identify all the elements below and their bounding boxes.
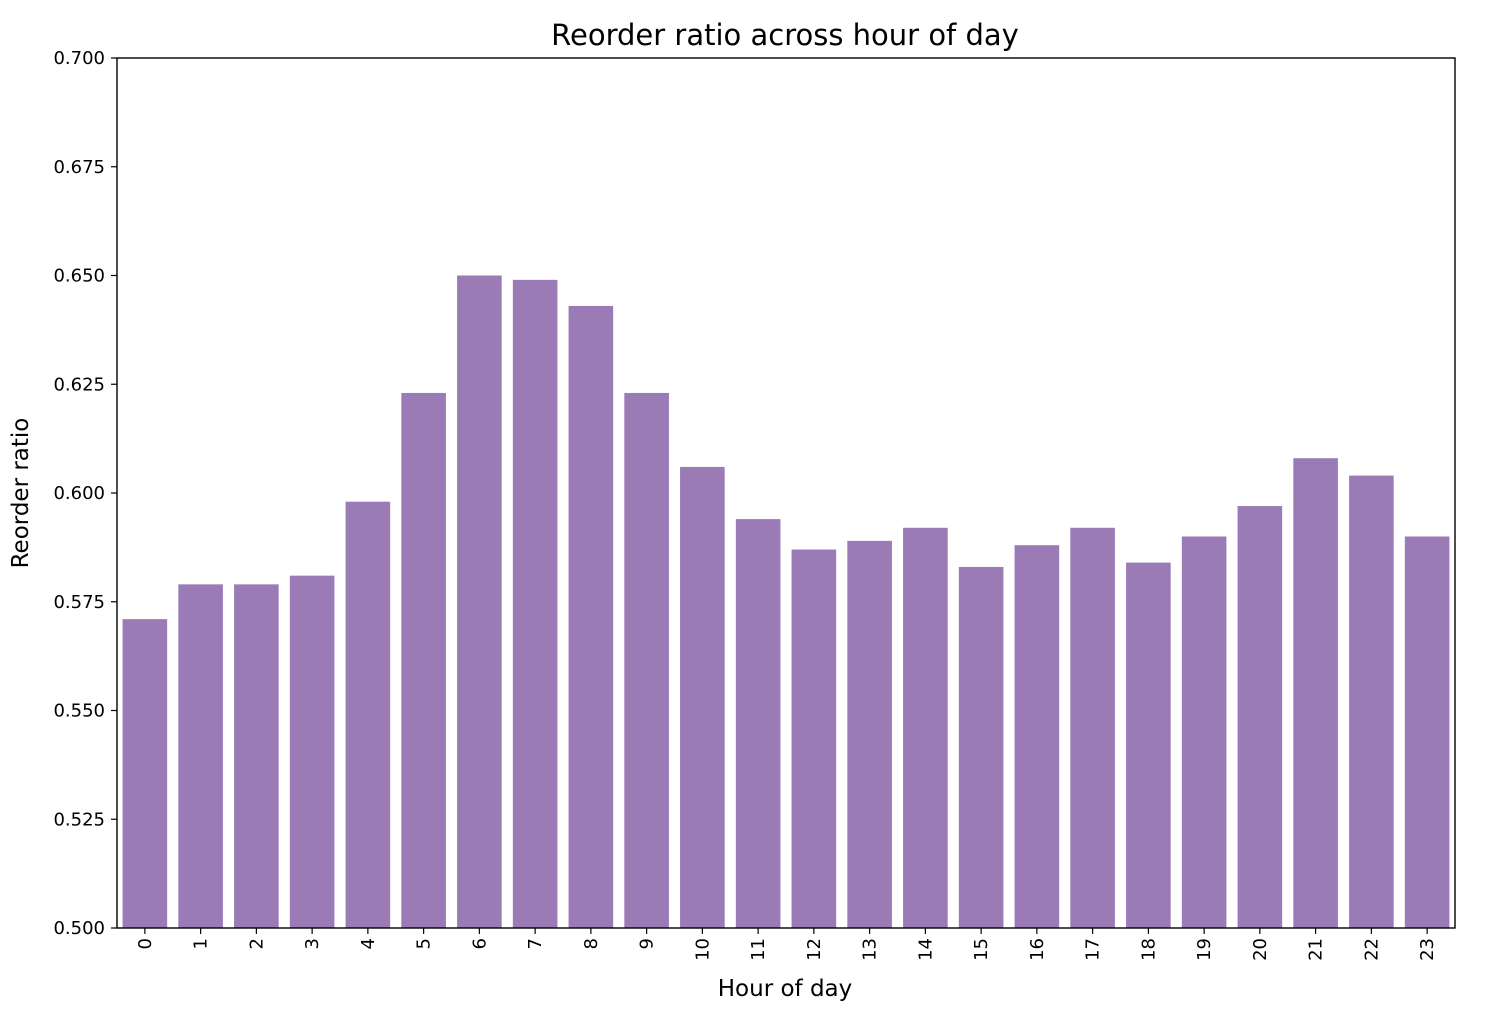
y-tick-label: 0.650 <box>53 266 105 287</box>
x-tick-label: 7 <box>525 938 546 949</box>
x-tick-label: 16 <box>1027 938 1048 961</box>
x-axis-ticks: 0 1 2 3 4 5 6 7 8 9 10 11 12 13 14 15 16 17 18 19 20 21 22 23 <box>135 928 1438 961</box>
bar-hour-2 <box>234 584 279 928</box>
bar-hour-17 <box>1070 527 1115 928</box>
bar-hour-9 <box>624 392 669 928</box>
x-tick-label: 6 <box>469 938 490 949</box>
bar-hour-10 <box>680 466 725 928</box>
x-tick-label: 5 <box>414 938 435 949</box>
x-tick-label: 0 <box>135 938 156 949</box>
bar-hour-12 <box>791 549 837 928</box>
x-tick-label: 1 <box>191 938 212 949</box>
y-tick-label: 0.525 <box>53 809 105 830</box>
x-tick-label: 15 <box>971 938 992 961</box>
y-tick-label: 0.700 <box>53 48 105 69</box>
bar-hour-20 <box>1237 506 1283 928</box>
y-tick-label: 0.625 <box>53 374 105 395</box>
bar-hour-11 <box>735 519 781 928</box>
y-axis-label: Reorder ratio <box>8 418 34 569</box>
x-tick-label: 10 <box>692 938 713 961</box>
x-tick-label: 4 <box>358 938 379 949</box>
x-tick-label: 13 <box>860 938 881 961</box>
x-tick-label: 19 <box>1194 938 1215 961</box>
x-tick-label: 18 <box>1138 938 1159 961</box>
x-tick-label: 3 <box>302 938 323 949</box>
bar-hour-1 <box>178 584 223 928</box>
bar-hour-19 <box>1181 536 1227 928</box>
y-tick-label: 0.500 <box>53 918 105 939</box>
bar-hour-16 <box>1014 545 1060 928</box>
plot-frame <box>116 57 1456 929</box>
bar-hour-5 <box>401 392 446 928</box>
x-tick-label: 22 <box>1361 938 1382 961</box>
x-tick-label: 14 <box>915 938 936 961</box>
y-tick-label: 0.550 <box>53 701 105 722</box>
y-tick-label: 0.600 <box>53 483 105 504</box>
bars-group <box>122 275 1450 929</box>
x-tick-label: 9 <box>637 938 658 949</box>
bar-hour-7 <box>512 279 558 929</box>
chart-title: Reorder ratio across hour of day <box>551 18 1019 52</box>
x-tick-label: 21 <box>1306 938 1327 961</box>
bar-hour-0 <box>122 619 168 928</box>
bar-hour-14 <box>903 527 948 928</box>
x-tick-label: 20 <box>1250 938 1271 961</box>
bar-hour-18 <box>1126 562 1171 928</box>
x-tick-label: 8 <box>581 938 602 949</box>
x-axis-label: Hour of day <box>718 976 853 1002</box>
bar-hour-22 <box>1349 475 1394 928</box>
bar-hour-6 <box>457 275 502 928</box>
x-tick-label: 17 <box>1083 938 1104 961</box>
bar-hour-13 <box>847 540 892 928</box>
x-tick-label: 2 <box>246 938 267 949</box>
bar-hour-8 <box>568 305 614 928</box>
bar-hour-21 <box>1293 458 1338 928</box>
bar-hour-23 <box>1404 536 1450 928</box>
y-tick-label: 0.575 <box>53 592 105 613</box>
x-tick-label: 12 <box>804 938 825 961</box>
x-tick-label: 23 <box>1417 938 1438 961</box>
bar-hour-3 <box>289 575 335 928</box>
x-tick-label: 11 <box>748 938 769 961</box>
y-tick-label: 0.675 <box>53 157 105 178</box>
bar-hour-15 <box>958 566 1004 928</box>
y-axis-ticks: 0.500 0.525 0.550 0.575 0.600 0.625 0.650 0.675… <box>53 48 117 939</box>
bar-hour-4 <box>345 501 391 928</box>
